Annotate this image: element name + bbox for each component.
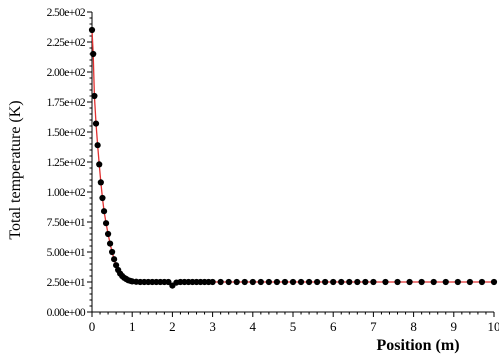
data-point bbox=[330, 278, 337, 286]
data-point bbox=[102, 220, 110, 227]
y-tick-label: 2.50e+02 bbox=[47, 7, 86, 19]
data-point bbox=[394, 278, 401, 286]
data-point bbox=[92, 120, 100, 127]
data-point bbox=[113, 262, 120, 269]
y-tick-label: 1.50e+02 bbox=[47, 127, 86, 139]
data-point bbox=[109, 248, 116, 256]
y-tick-label: 1.00e+02 bbox=[47, 187, 86, 199]
data-point bbox=[354, 278, 361, 286]
x-tick-label: 5 bbox=[290, 319, 297, 334]
data-point bbox=[100, 208, 108, 215]
series-line bbox=[91, 29, 494, 287]
data-point bbox=[225, 278, 232, 286]
data-point bbox=[406, 278, 413, 286]
data-point bbox=[99, 194, 106, 202]
x-tick-label: 8 bbox=[410, 319, 417, 334]
data-point bbox=[165, 278, 172, 286]
series-group bbox=[88, 26, 498, 289]
y-tick-label: 1.75e+02 bbox=[47, 97, 86, 109]
x-axis-title: Position (m) bbox=[376, 337, 459, 354]
data-point bbox=[382, 278, 389, 286]
y-tick-label: 5.00e+01 bbox=[47, 247, 86, 259]
data-point bbox=[305, 278, 313, 286]
x-tick-label: 6 bbox=[330, 319, 337, 334]
data-point bbox=[96, 161, 103, 168]
x-tick-label: 1 bbox=[129, 319, 136, 334]
y-axis-title: Total temperature (K) bbox=[7, 100, 24, 239]
data-point bbox=[88, 26, 96, 34]
data-point bbox=[265, 278, 272, 286]
data-point bbox=[249, 278, 256, 286]
data-point bbox=[314, 278, 321, 286]
data-point bbox=[362, 278, 369, 286]
x-ticks: 0 1 2 3 4 5 6 7 8 9 10 bbox=[89, 312, 499, 334]
y-tick-label: 1.25e+02 bbox=[47, 157, 86, 169]
data-point bbox=[104, 230, 112, 238]
data-point bbox=[257, 278, 264, 286]
data-point bbox=[289, 278, 297, 286]
data-point bbox=[478, 278, 486, 286]
data-point bbox=[297, 278, 305, 286]
y-tick-label: 2.50e+01 bbox=[47, 277, 86, 289]
data-point bbox=[233, 278, 240, 286]
data-point bbox=[209, 278, 216, 286]
axes bbox=[91, 12, 494, 313]
data-point bbox=[273, 278, 281, 286]
y-tick-label: 2.25e+02 bbox=[47, 37, 86, 49]
data-point bbox=[442, 278, 449, 286]
data-point bbox=[94, 142, 101, 149]
x-tick-label: 3 bbox=[209, 319, 216, 334]
x-tick-label: 0 bbox=[89, 319, 96, 334]
data-point bbox=[90, 50, 97, 58]
data-point bbox=[430, 278, 437, 286]
data-point bbox=[241, 278, 248, 286]
data-point bbox=[111, 256, 118, 263]
y-tick-label: 7.50e+01 bbox=[47, 217, 86, 229]
y-ticks: 0.00e+00 2.50e+01 5.00e+01 7.50e+01 1.00e+02… bbox=[47, 7, 92, 319]
x-tick-label: 7 bbox=[370, 319, 377, 334]
x-tick-label: 4 bbox=[250, 319, 257, 334]
x-tick-label: 9 bbox=[451, 319, 458, 334]
data-point bbox=[490, 278, 498, 286]
x-tick-label: 10 bbox=[488, 319, 499, 334]
data-point bbox=[322, 278, 329, 286]
data-point bbox=[454, 278, 461, 286]
data-point bbox=[91, 92, 98, 100]
data-point bbox=[106, 240, 114, 247]
y-tick-label: 0.00e+00 bbox=[47, 307, 86, 319]
data-point bbox=[370, 278, 377, 286]
data-point bbox=[418, 278, 425, 286]
data-point bbox=[466, 278, 473, 286]
data-point bbox=[346, 278, 353, 286]
data-point bbox=[338, 278, 345, 286]
x-tick-label: 2 bbox=[169, 319, 176, 334]
y-tick-label: 2.00e+02 bbox=[47, 67, 86, 79]
data-point bbox=[281, 278, 289, 286]
data-point bbox=[217, 278, 224, 286]
data-point bbox=[97, 179, 104, 186]
